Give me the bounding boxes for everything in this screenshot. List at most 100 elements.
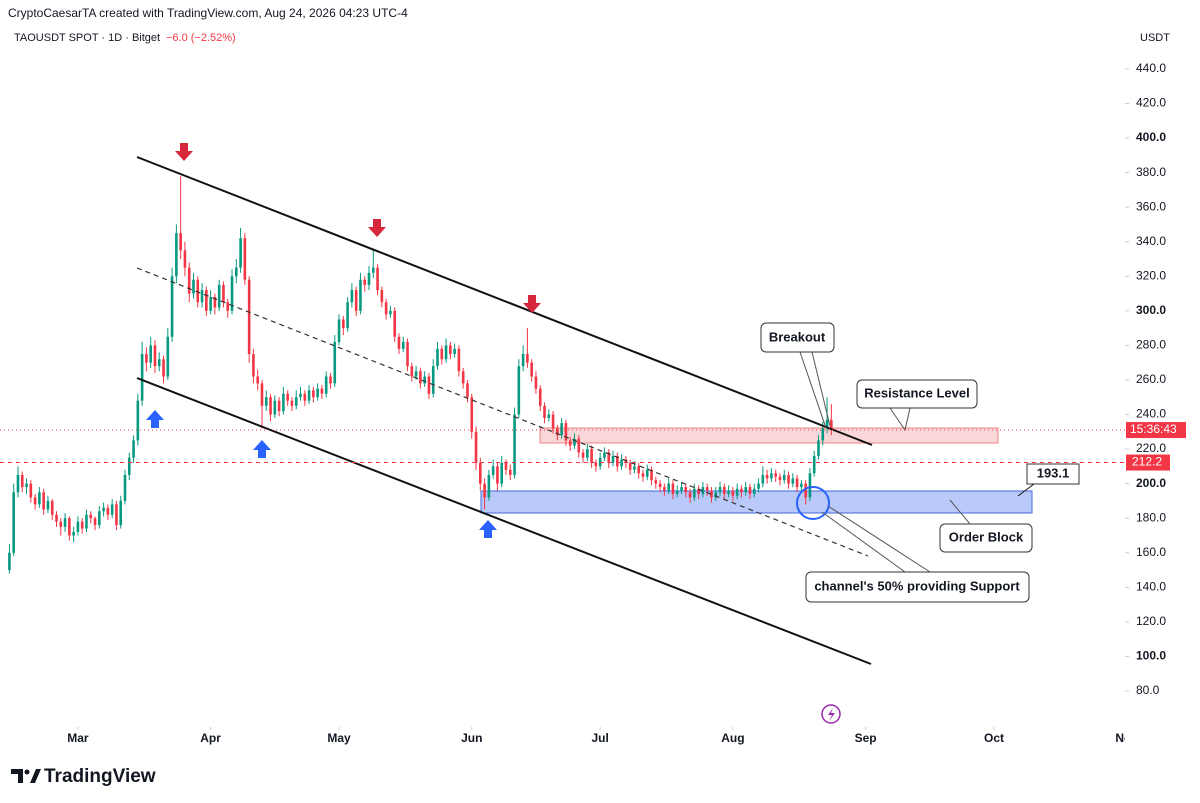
event-icon[interactable] — [821, 704, 841, 724]
candle-body — [611, 455, 615, 463]
candle-body — [371, 267, 375, 273]
candle-body — [93, 518, 97, 526]
channel-mid — [136, 267, 869, 557]
candle-body — [436, 348, 439, 367]
candle-body — [551, 414, 555, 429]
candle-body — [607, 452, 611, 463]
candle-body — [496, 466, 499, 484]
callout-text: Order Block — [949, 529, 1024, 544]
candle-body — [470, 397, 474, 432]
candle-body — [397, 336, 401, 349]
candle-body — [731, 490, 735, 496]
candle-body — [740, 488, 743, 493]
y-tick-label: 280.0 — [1136, 338, 1166, 352]
y-tick-label: 100.0 — [1136, 649, 1166, 663]
price-label: 212.2 — [1132, 455, 1162, 469]
y-tick-label: 420.0 — [1136, 96, 1166, 110]
candle-body — [795, 478, 799, 488]
y-tick-label: 160.0 — [1136, 545, 1166, 559]
candle-body — [543, 405, 546, 418]
candle-body — [333, 341, 337, 384]
candle-body — [42, 492, 45, 510]
candle-body — [329, 376, 332, 384]
channel-top — [136, 156, 873, 446]
candle-body — [243, 238, 247, 280]
candle-body — [63, 518, 67, 527]
candle-body — [192, 279, 195, 294]
candle-body — [765, 474, 769, 479]
candle-body — [479, 462, 482, 484]
candle-body — [705, 487, 709, 491]
pointer — [799, 351, 827, 429]
candle-body — [787, 474, 790, 484]
candle-body — [727, 490, 730, 494]
y-tick-label: 400.0 — [1136, 130, 1166, 144]
candle-body — [710, 490, 713, 498]
candle-body — [547, 414, 551, 418]
candle-body — [80, 521, 84, 529]
candle-body — [414, 371, 418, 377]
candle-body — [667, 483, 670, 491]
candle-body — [183, 250, 187, 268]
candle-body — [466, 383, 469, 398]
candle-body — [132, 440, 135, 458]
candle-body — [701, 487, 705, 494]
candle-body — [264, 397, 268, 406]
candle-body — [573, 438, 576, 446]
candle-body — [654, 480, 658, 484]
candle-body — [307, 390, 311, 401]
candle-body — [508, 469, 512, 475]
candle-body — [247, 279, 251, 355]
candle-body — [20, 474, 24, 488]
candle-body — [200, 290, 204, 303]
candle-body — [256, 376, 260, 384]
candle-body — [324, 376, 328, 394]
candle-body — [594, 462, 598, 467]
candle-body — [401, 341, 405, 349]
countdown-bg — [1126, 422, 1186, 439]
candle-body — [393, 310, 396, 337]
candle-body — [791, 478, 795, 484]
candle-body — [491, 466, 495, 475]
candle-body — [628, 462, 632, 470]
candle-body — [526, 354, 529, 363]
candle-body — [427, 376, 431, 394]
candle-body — [102, 507, 105, 512]
candle-body — [461, 371, 465, 384]
candle-body — [217, 284, 221, 308]
candle-body — [688, 492, 692, 498]
candle-body — [603, 452, 606, 458]
candle-body — [723, 487, 726, 494]
candle-body — [770, 473, 773, 479]
candle-body — [25, 483, 28, 488]
candle-body — [290, 400, 294, 406]
candle-body — [483, 483, 486, 498]
x-axis: Mar Apr May Jun Jul Aug Sep Oct Nov — [67, 727, 1125, 745]
candle-body — [170, 276, 174, 337]
y-tick-label: 260.0 — [1136, 372, 1166, 386]
candle-body — [671, 483, 675, 494]
y-tick-label: 180.0 — [1136, 510, 1166, 524]
candle-body — [774, 473, 777, 477]
candle-body — [123, 474, 127, 501]
candle-body — [145, 354, 148, 363]
candle-body — [440, 348, 444, 360]
candle-body — [620, 459, 623, 467]
callout-box — [760, 322, 835, 353]
candle-body — [586, 449, 589, 458]
pointer — [811, 351, 831, 427]
candle-body — [577, 438, 581, 453]
candle-body — [474, 431, 478, 463]
y-tick-label: 80.0 — [1136, 683, 1160, 697]
candle-body — [538, 388, 542, 406]
candle-body — [260, 383, 264, 406]
candle-body — [252, 354, 255, 377]
candle-body — [410, 366, 414, 377]
candle-body — [389, 310, 392, 315]
y-tick-label: 120.0 — [1136, 614, 1166, 628]
candle-body — [230, 276, 234, 311]
candle-body — [718, 487, 722, 493]
candle-body — [72, 532, 75, 536]
candle-body — [825, 419, 829, 429]
